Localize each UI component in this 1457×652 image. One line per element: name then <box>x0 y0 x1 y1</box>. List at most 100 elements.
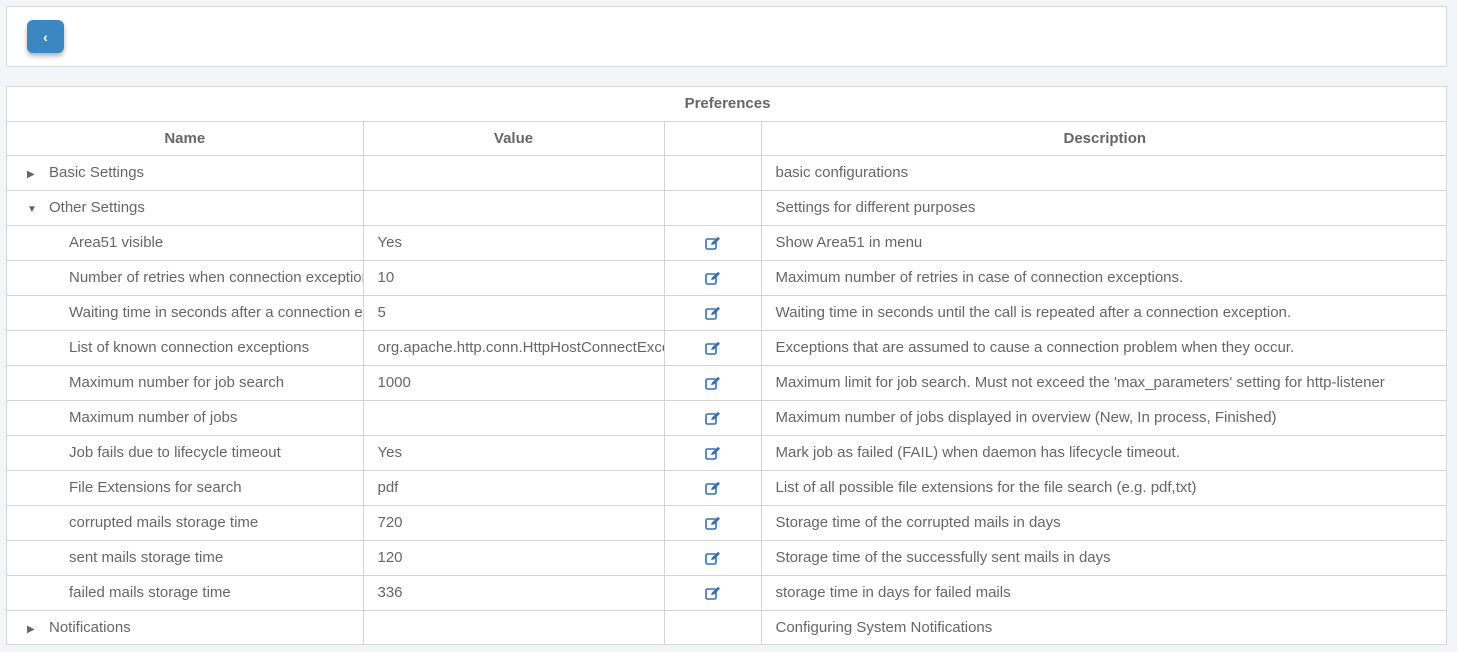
description-cell: Mark job as failed (FAIL) when daemon ha… <box>760 434 1446 471</box>
setting-name: corrupted mails storage time <box>69 514 259 531</box>
edit-icon[interactable] <box>704 479 721 496</box>
name-cell: List of known connection exceptions <box>7 329 364 366</box>
setting-row: File Extensions for search pdf List of all… <box>7 469 1446 506</box>
setting-name: Job fails due to lifecycle timeout <box>69 444 281 461</box>
setting-name: Basic Settings <box>49 164 145 181</box>
setting-name: List of known connection exceptions <box>69 339 310 356</box>
name-cell: Maximum number for job search <box>7 364 364 401</box>
edit-cell <box>663 539 762 576</box>
name-cell: ▶ Notifications <box>7 609 364 644</box>
value-cell: 1000 <box>362 364 665 401</box>
setting-name: File Extensions for search <box>69 479 242 496</box>
edit-icon[interactable] <box>704 444 721 461</box>
description-cell: storage time in days for failed mails <box>760 574 1446 611</box>
setting-row: failed mails storage time 336 storage time… <box>7 574 1446 611</box>
edit-cell <box>663 469 762 506</box>
name-cell: File Extensions for search <box>7 469 364 506</box>
setting-row: Maximum number of jobs Maximum number of … <box>7 399 1446 436</box>
value-cell: Yes <box>362 224 665 261</box>
column-header-edit <box>663 120 762 156</box>
caret-down-icon[interactable]: ▼ <box>27 204 37 215</box>
value-cell: 336 <box>362 574 665 611</box>
edit-cell <box>663 224 762 261</box>
value-cell: 120 <box>362 539 665 576</box>
group-row[interactable]: ▼ Other Settings Settings for different pu… <box>7 189 1446 226</box>
edit-icon[interactable] <box>704 339 721 356</box>
edit-cell <box>663 399 762 436</box>
name-cell: failed mails storage time <box>7 574 364 611</box>
name-cell: Maximum number of jobs <box>7 399 364 436</box>
value-cell: org.apache.http.conn.HttpHostConnectExce… <box>362 329 665 366</box>
preferences-table: Preferences Name Value Description ▶ Basi… <box>7 87 1446 644</box>
setting-row: Number of retries when connection except… <box>7 259 1446 296</box>
edit-cell <box>663 574 762 611</box>
value-cell <box>362 154 665 191</box>
setting-name: Area51 visible <box>69 234 164 251</box>
value-cell <box>362 189 665 226</box>
setting-row: Maximum number for job search 1000 Maximum… <box>7 364 1446 401</box>
edit-cell <box>663 329 762 366</box>
edit-cell <box>663 154 762 191</box>
caret-right-icon[interactable]: ▶ <box>27 169 35 180</box>
edit-icon[interactable] <box>704 549 721 566</box>
edit-cell <box>663 434 762 471</box>
name-cell: Number of retries when connection except… <box>7 259 364 296</box>
description-cell: Exceptions that are assumed to cause a c… <box>760 329 1446 366</box>
setting-name: Notifications <box>49 619 131 636</box>
description-cell: basic configurations <box>760 154 1446 191</box>
setting-name: Number of retries when connection except… <box>69 269 363 286</box>
edit-icon[interactable] <box>704 269 721 286</box>
edit-icon[interactable] <box>704 304 721 321</box>
caret-right-icon[interactable]: ▶ <box>27 624 35 635</box>
setting-name: Maximum number of jobs <box>69 409 238 426</box>
name-cell: corrupted mails storage time <box>7 504 364 541</box>
setting-row: corrupted mails storage time 720 Storage t… <box>7 504 1446 541</box>
back-button[interactable]: ‹ <box>27 20 64 53</box>
description-cell: Settings for different purposes <box>760 189 1446 226</box>
edit-cell <box>663 504 762 541</box>
description-cell: Storage time of the successfully sent ma… <box>760 539 1446 576</box>
setting-row: List of known connection exceptions org.a… <box>7 329 1446 366</box>
group-row[interactable]: ▶ Basic Settings basic configurations <box>7 154 1446 191</box>
setting-row: Area51 visible Yes Show Area51 in menu <box>7 224 1446 261</box>
setting-name: Waiting time in seconds after a connecti… <box>69 304 363 321</box>
name-cell: Waiting time in seconds after a connecti… <box>7 294 364 331</box>
table-title: Preferences <box>7 87 1446 122</box>
setting-name: failed mails storage time <box>69 584 231 601</box>
edit-cell <box>663 189 762 226</box>
column-header-description: Description <box>760 120 1446 156</box>
name-cell: ▼ Other Settings <box>7 189 364 226</box>
description-cell: Maximum number of retries in case of con… <box>760 259 1446 296</box>
setting-name: Other Settings <box>49 199 145 216</box>
description-cell: Maximum number of jobs displayed in over… <box>760 399 1446 436</box>
edit-cell <box>663 609 762 644</box>
edit-icon[interactable] <box>704 234 721 251</box>
name-cell: Area51 visible <box>7 224 364 261</box>
toolbar-panel: ‹ <box>6 6 1447 67</box>
edit-icon[interactable] <box>704 374 721 391</box>
setting-name: sent mails storage time <box>69 549 224 566</box>
edit-icon[interactable] <box>704 409 721 426</box>
edit-cell <box>663 364 762 401</box>
group-row[interactable]: ▶ Notifications Configuring System Notific… <box>7 609 1446 644</box>
value-cell <box>362 609 665 644</box>
value-cell <box>362 399 665 436</box>
description-cell: Storage time of the corrupted mails in d… <box>760 504 1446 541</box>
value-cell: 5 <box>362 294 665 331</box>
description-cell: Configuring System Notifications <box>760 609 1446 644</box>
edit-cell <box>663 294 762 331</box>
description-cell: Maximum limit for job search. Must not e… <box>760 364 1446 401</box>
chevron-left-icon: ‹ <box>43 28 48 45</box>
setting-row: sent mails storage time 120 Storage time o… <box>7 539 1446 576</box>
edit-cell <box>663 259 762 296</box>
description-cell: Waiting time in seconds until the call i… <box>760 294 1446 331</box>
value-cell: 10 <box>362 259 665 296</box>
setting-name: Maximum number for job search <box>69 374 285 391</box>
edit-icon[interactable] <box>704 584 721 601</box>
name-cell: sent mails storage time <box>7 539 364 576</box>
value-cell: Yes <box>362 434 665 471</box>
edit-icon[interactable] <box>704 514 721 531</box>
setting-row: Waiting time in seconds after a connecti… <box>7 294 1446 331</box>
name-cell: Job fails due to lifecycle timeout <box>7 434 364 471</box>
description-cell: List of all possible file extensions for… <box>760 469 1446 506</box>
